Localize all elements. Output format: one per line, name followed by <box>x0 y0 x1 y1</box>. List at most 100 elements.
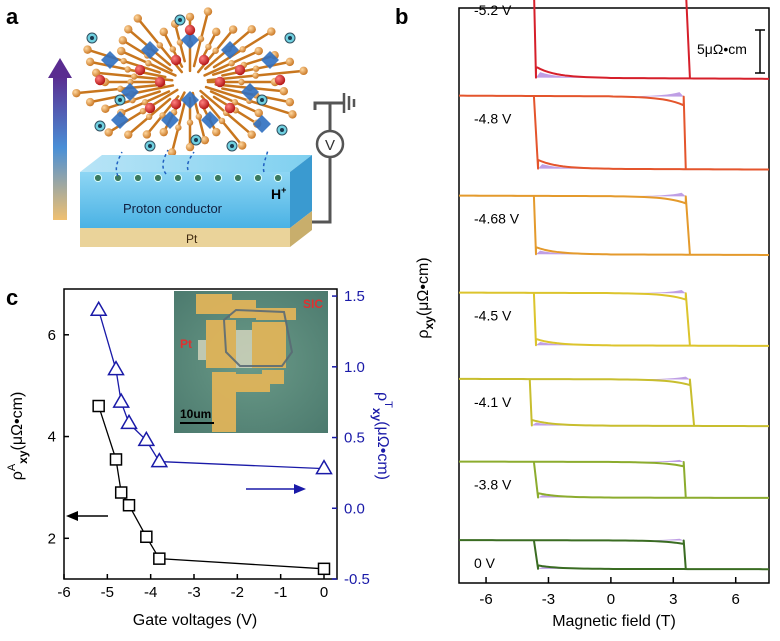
panel-b-hysteresis-loops <box>458 0 770 571</box>
rho-t-data-point <box>107 360 125 376</box>
hysteresis-loop <box>458 375 770 428</box>
panel-c-left-tick-label: 4 <box>48 429 56 446</box>
panel-b-x-tick-label: 3 <box>669 591 677 608</box>
right-axis-arrow <box>246 484 306 494</box>
panel-c-xlabel: Gate voltages (V) <box>133 612 258 629</box>
proton-conductor-label: Proton conductor <box>123 201 223 216</box>
inset-scale-label: 10um <box>180 407 211 421</box>
crystal-structure-illustration <box>72 7 308 168</box>
panel-b-letter: b <box>395 4 408 29</box>
panel-b-ylabel: ρxy(μΩ•cm) <box>415 257 436 338</box>
rho-a-data-point <box>140 530 153 544</box>
inset-pt-label: Pt <box>180 337 192 351</box>
hysteresis-loop <box>458 191 770 256</box>
hysteresis-shaded-region <box>610 538 684 541</box>
voltmeter-icon <box>315 129 345 159</box>
panel-b-x-tick-label: -6 <box>479 591 492 608</box>
hysteresis-curve <box>533 0 770 80</box>
rho-a-data-point <box>122 498 136 512</box>
hysteresis-loop <box>458 289 770 347</box>
panel-b-xlabel: Magnetic field (T) <box>552 613 676 630</box>
panel-c-left-tick-label: 6 <box>48 327 56 344</box>
gradient-arrow-head <box>48 58 72 78</box>
rho-t-data-point <box>315 459 333 475</box>
hysteresis-loop <box>458 459 770 499</box>
voltmeter-symbol: V <box>325 137 335 154</box>
device-micrograph-inset: 10um SIC Pt <box>174 291 328 433</box>
panel-b-plot-frame <box>458 7 770 584</box>
hysteresis-curve <box>458 539 770 571</box>
rho-a-data-point <box>109 453 123 466</box>
voltage-label: -4.8 V <box>474 111 512 127</box>
hysteresis-loop <box>458 538 770 571</box>
panel-c-right-ylabel: ρTxy(μΩ•cm) <box>370 392 394 480</box>
panel-c-left-ylabel: ρAxy(μΩ•cm) <box>6 392 30 481</box>
rho-a-data-point <box>317 562 331 576</box>
scale-bar <box>755 29 765 74</box>
ground-symbol <box>342 93 356 113</box>
panel-c-right-tick-label: 1.5 <box>344 288 365 305</box>
panel-c-x-tick-label: -1 <box>274 584 287 601</box>
panel-c-series <box>89 300 333 576</box>
inset-sic-label: SIC <box>303 297 323 311</box>
voltage-label: 0 V <box>474 555 496 571</box>
panel-c-x-tick-label: 0 <box>320 584 328 601</box>
panel-c-right-tick-label: 0.5 <box>344 430 365 447</box>
hysteresis-shaded-region <box>610 289 686 294</box>
hysteresis-shaded-region <box>535 341 611 346</box>
panel-c-x-tick-label: -5 <box>101 584 114 601</box>
voltage-label: -5.2 V <box>474 2 512 18</box>
hysteresis-shaded-region <box>610 191 686 197</box>
pt-layer-label: Pt <box>186 232 198 246</box>
rho-a-data-point <box>153 552 166 565</box>
panel-a: a Proton conductor Pt H+ <box>6 4 356 247</box>
panel-c-right-tick-label: -0.5 <box>344 571 370 588</box>
panel-c-right-tick-label: 1.0 <box>344 359 365 376</box>
rho-a-data-point <box>92 399 105 413</box>
panel-c-x-tick-label: -6 <box>57 584 70 601</box>
panel-c-letter: c <box>6 285 18 310</box>
gradient-arrow-shaft <box>53 76 67 220</box>
hysteresis-shaded-region <box>538 494 611 498</box>
hysteresis-curve <box>458 194 770 256</box>
voltage-label: -4.68 V <box>474 211 520 227</box>
left-axis-arrow <box>66 511 108 521</box>
panel-c-axes: -6 -5 -4 -3 -2 -1 0 2 4 6 -0.5 0.0 0.5 1.0 1.5 <box>48 288 370 601</box>
proton-conductor-slab <box>80 155 312 247</box>
panel-c-x-tick-label: -3 <box>187 584 200 601</box>
panel-c-x-tick-label: -2 <box>231 584 244 601</box>
panel-b-voltage-labels: -5.2 V -4.8 V -4.68 V -4.5 V -4.1 V -3.8 V 0 V <box>474 2 520 571</box>
panel-c-right-tick-label: 0.0 <box>344 500 365 517</box>
panel-c-left-tick-label: 2 <box>48 530 56 547</box>
hysteresis-loop <box>458 90 770 171</box>
panel-a-letter: a <box>6 4 19 29</box>
hysteresis-curve <box>458 460 770 499</box>
panel-c: c -6 -5 -4 -3 -2 -1 0 2 4 6 -0.5 0.0 0.5 1.0 1.5 <box>6 285 394 629</box>
voltage-label: -4.1 V <box>474 394 512 410</box>
rho-a-data-point <box>114 486 128 499</box>
panel-b-x-tick-label: -3 <box>542 591 555 608</box>
hysteresis-shaded-region <box>538 162 611 169</box>
hysteresis-shaded-region <box>535 70 611 79</box>
rho-t-data-point <box>150 452 169 468</box>
hysteresis-curve <box>458 94 770 171</box>
hysteresis-shaded-region <box>610 459 684 463</box>
hysteresis-loop <box>533 0 770 80</box>
rho-t-data-point <box>112 392 130 408</box>
hysteresis-shaded-region <box>610 90 684 97</box>
voltage-label: -3.8 V <box>474 477 512 493</box>
panel-c-plot-frame <box>63 288 338 580</box>
hysteresis-shaded-region <box>610 375 690 380</box>
panel-c-x-tick-label: -4 <box>144 584 157 601</box>
hysteresis-curve <box>458 377 770 428</box>
hysteresis-shaded-region <box>535 249 611 255</box>
panel-b-x-tick-label: 6 <box>732 591 740 608</box>
circuit-wires <box>312 101 344 224</box>
rho-t-data-point <box>137 430 156 447</box>
panel-b-x-tick-label: 0 <box>607 591 615 608</box>
proton-dots <box>93 173 283 183</box>
proton-paths <box>115 149 269 177</box>
rho-t-data-point <box>120 413 138 430</box>
rho-t-data-point <box>89 300 108 316</box>
